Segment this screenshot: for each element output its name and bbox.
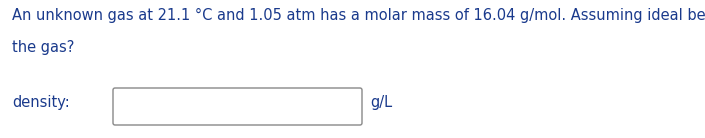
- FancyBboxPatch shape: [113, 88, 362, 125]
- Text: the gas?: the gas?: [12, 40, 74, 55]
- Text: An unknown gas at 21.1 °C and 1.05 atm has a molar mass of 16.04 g/mol. Assuming: An unknown gas at 21.1 °C and 1.05 atm h…: [12, 8, 705, 23]
- Text: g/L: g/L: [370, 95, 392, 111]
- Text: density:: density:: [12, 95, 70, 111]
